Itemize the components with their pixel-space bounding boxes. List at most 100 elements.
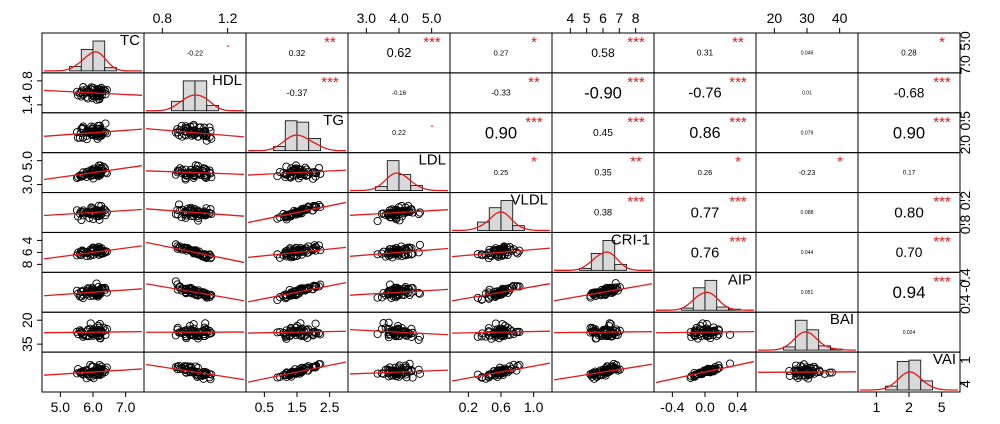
scatter-point [404, 284, 413, 294]
cell-bai-tc [41, 311, 145, 353]
scatter-point [509, 245, 518, 254]
scatter-point [86, 319, 95, 328]
tick-label: 6 [19, 248, 35, 256]
correlation-value: 0.051 [801, 290, 814, 296]
scatter-point [401, 286, 410, 295]
scatter-point [190, 286, 199, 295]
scatter-point [194, 213, 203, 223]
smoother-line [451, 330, 551, 334]
cell-cri-1-tc [41, 231, 145, 273]
smoother-line [349, 288, 449, 296]
cell-hdl-bai: 0.01 [755, 72, 859, 114]
smoother-line [451, 247, 551, 258]
histogram-bar [398, 174, 412, 191]
tick-label: 5 [938, 399, 946, 415]
cell-vldl-ldl [347, 192, 451, 233]
significance-stars: . [226, 34, 230, 51]
correlation-value: 0.58 [591, 46, 615, 60]
scatter-point [294, 326, 303, 335]
cell-hdl-cri-1: -0.90 *** [551, 72, 655, 114]
cell-ldl-aip: 0.26 * [653, 152, 757, 194]
cell-aip-vldl [449, 271, 553, 313]
smoother-line [757, 371, 857, 373]
density-curve [248, 134, 346, 152]
cell-cri-1-vai: 0.70 *** [857, 231, 961, 273]
scatter-point [76, 327, 86, 336]
cell-cri-1-vldl [449, 231, 553, 273]
correlation-value: 0.01 [802, 91, 812, 97]
scatter-point [181, 326, 190, 335]
correlation-value: 0.80 [894, 205, 924, 222]
scatter-point [690, 326, 699, 335]
correlation-value: 0.45 [593, 128, 613, 139]
histogram-bar [908, 359, 922, 391]
tick-label: 7.0 [116, 399, 136, 415]
histogram-bar [386, 160, 400, 191]
smoother-line [247, 169, 347, 176]
tick-label: 0.5 [255, 399, 275, 415]
scatter-point [279, 251, 288, 260]
scatter-point [88, 370, 98, 379]
scatter-point [473, 293, 482, 302]
correlation-value: 0.044 [801, 250, 814, 256]
scatter-point [300, 327, 309, 336]
smoother-line [247, 201, 347, 224]
scatter-point [388, 253, 397, 262]
correlation-value: 0.90 [485, 123, 517, 142]
cell-bai-vldl [449, 311, 553, 353]
scatter-point [292, 210, 301, 219]
cell-bai-hdl [143, 311, 247, 353]
cell-tg-hdl [143, 112, 247, 154]
scatter-point [181, 244, 190, 254]
scatter-point [611, 327, 620, 336]
density-curve [146, 94, 244, 112]
scatter-point [273, 172, 282, 181]
scatter-point [180, 169, 189, 178]
tick-label: 1.4 [19, 95, 35, 115]
tick-label: 4 [566, 10, 574, 26]
smoother-line [247, 246, 347, 259]
smoother-line [451, 283, 551, 302]
cell-hdl-hdl: HDL [143, 72, 247, 114]
cell-tc-vldl: 0.27 * [449, 32, 553, 74]
correlation-value: -0.33 [491, 88, 511, 98]
scatter-point [88, 362, 97, 371]
scatter-point [373, 329, 382, 339]
scatter-point [93, 370, 103, 379]
scatter-point [606, 319, 615, 329]
smoother-line [145, 363, 245, 381]
cell-ldl-cri-1: 0.35 ** [551, 152, 655, 194]
significance-stars: *** [423, 34, 441, 51]
scatter-point [296, 327, 305, 336]
significance-stars: * [531, 154, 537, 171]
tick-label: 6 [599, 10, 607, 26]
scatter-point [190, 327, 199, 336]
scatter-point [93, 206, 102, 216]
scatter-point [174, 200, 184, 209]
scatter-point [500, 365, 509, 374]
scatter-point [381, 210, 390, 219]
correlation-value: 0.77 [691, 205, 720, 221]
scatter-point [401, 245, 410, 255]
correlation-value: 0.27 [493, 49, 508, 58]
scatter-point [190, 206, 199, 215]
tick-label: 0.8 [153, 10, 173, 26]
tick-label: 5.0 [51, 399, 71, 415]
correlation-value: -0.68 [894, 85, 925, 100]
histogram-bar [716, 306, 729, 311]
scatter-point [686, 373, 695, 382]
significance-stars: *** [321, 74, 339, 91]
smoother-line [553, 283, 653, 302]
scatter-point [415, 289, 424, 298]
scatter-point [200, 123, 209, 132]
tick-label: 0.4 [957, 294, 973, 314]
scatter-point [88, 90, 97, 99]
scatter-point [94, 366, 104, 375]
histogram-bar [614, 263, 627, 271]
tick-label: 0.2 [957, 191, 973, 211]
correlation-value: 0.25 [494, 168, 509, 177]
cell-hdl-vai: -0.68 *** [857, 72, 961, 114]
histogram-bar [602, 240, 616, 271]
histogram-bar [92, 40, 106, 72]
correlation-value: -0.23 [799, 168, 815, 177]
